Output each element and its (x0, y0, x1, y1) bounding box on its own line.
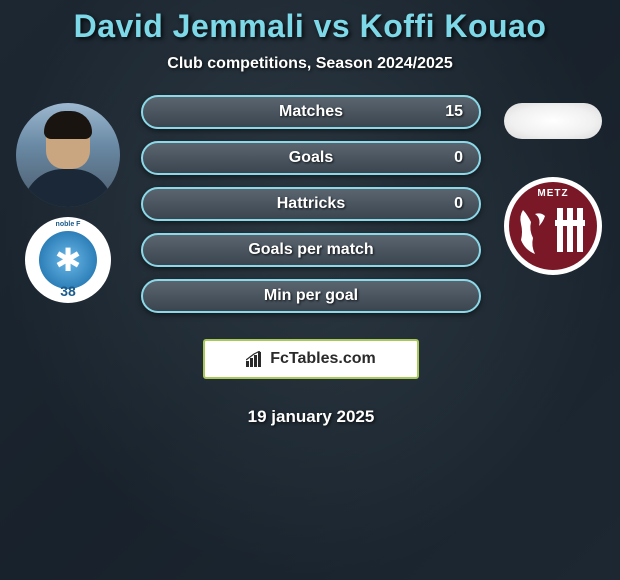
stat-row-goals: Goals 0 (141, 141, 481, 175)
chart-icon (246, 351, 264, 367)
club-badge-right-text: METZ (537, 188, 568, 199)
main-content: David Jemmali vs Koffi Kouao Club compet… (0, 0, 620, 427)
stat-right-value: 0 (454, 149, 463, 167)
season-subtitle: Club competitions, Season 2024/2025 (167, 55, 452, 73)
cross-icon (555, 208, 585, 252)
stat-row-hattricks: Hattricks 0 (141, 187, 481, 221)
comparison-row: noble F 38 Matches 15 Goals 0 Hattricks … (0, 95, 620, 427)
stat-row-matches: Matches 15 (141, 95, 481, 129)
stat-row-goals-per-match: Goals per match (141, 233, 481, 267)
brand-text: FcTables.com (270, 350, 376, 368)
stat-row-min-per-goal: Min per goal (141, 279, 481, 313)
stats-column: Matches 15 Goals 0 Hattricks 0 Goals per… (128, 95, 494, 427)
comparison-title: David Jemmali vs Koffi Kouao (74, 8, 547, 45)
player-photo-left (16, 103, 120, 207)
club-badge-left: noble F 38 (25, 217, 111, 303)
stat-right-value: 15 (445, 103, 463, 121)
stat-label: Goals per match (248, 241, 373, 259)
dragon-icon (517, 206, 553, 256)
club-badge-right-inner: METZ (509, 182, 597, 270)
club-badge-right: METZ (504, 177, 602, 275)
stat-label: Matches (279, 103, 343, 121)
left-player-column: noble F 38 (8, 95, 128, 303)
club-badge-left-text-bottom: 38 (60, 283, 76, 299)
stat-label: Min per goal (264, 287, 358, 305)
club-badge-left-text-top: noble F (56, 221, 81, 228)
stat-right-value: 0 (454, 195, 463, 213)
snapshot-date: 19 january 2025 (248, 407, 375, 427)
brand-badge[interactable]: FcTables.com (203, 339, 419, 379)
stat-label: Hattricks (277, 195, 345, 213)
player-photo-right-placeholder (504, 103, 602, 139)
right-player-column: METZ (494, 95, 612, 275)
stat-label: Goals (289, 149, 333, 167)
club-badge-left-inner (39, 231, 97, 289)
